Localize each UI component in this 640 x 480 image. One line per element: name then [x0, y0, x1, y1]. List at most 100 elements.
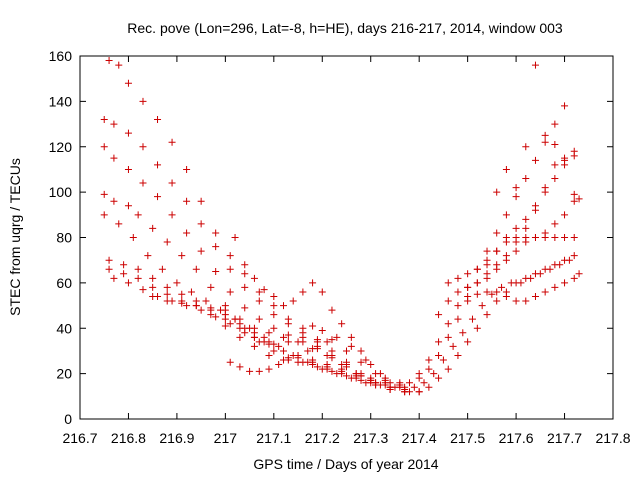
y-tick-label: 60	[56, 275, 72, 291]
data-point	[323, 365, 331, 373]
data-point	[493, 288, 501, 296]
data-point	[454, 315, 462, 323]
data-point	[338, 370, 346, 378]
data-point	[163, 238, 171, 246]
data-point	[541, 288, 549, 296]
data-point	[163, 283, 171, 291]
data-point	[405, 388, 413, 396]
data-point	[318, 288, 326, 296]
data-point	[502, 211, 510, 219]
data-point	[294, 358, 302, 366]
data-point	[241, 283, 249, 291]
data-point	[464, 292, 472, 300]
data-point	[105, 265, 113, 273]
data-point	[531, 234, 539, 241]
data-point	[280, 302, 288, 310]
data-point	[241, 304, 249, 312]
data-point	[241, 261, 249, 269]
data-point	[168, 211, 176, 219]
y-axis-label: STEC from uqrg / TECUs	[7, 158, 23, 316]
data-point	[294, 351, 302, 359]
data-point	[163, 290, 171, 298]
data-point	[512, 297, 520, 305]
data-point	[255, 367, 263, 375]
data-point	[212, 243, 220, 251]
data-point	[512, 193, 520, 201]
data-point	[527, 274, 535, 282]
data-point	[124, 165, 132, 173]
data-point	[163, 297, 171, 305]
data-point	[110, 120, 118, 128]
data-point	[493, 188, 501, 196]
data-point	[522, 215, 530, 223]
data-point	[124, 79, 132, 87]
data-point	[178, 252, 186, 260]
y-tick-label: 160	[49, 48, 73, 64]
x-tick-label: 217.8	[595, 430, 630, 446]
data-point	[328, 367, 336, 375]
data-point	[502, 292, 510, 300]
data-point	[343, 363, 350, 371]
data-point	[415, 388, 423, 396]
data-point	[139, 97, 147, 105]
data-point	[531, 61, 539, 69]
data-point	[536, 270, 544, 278]
data-point	[570, 274, 578, 282]
data-point	[343, 372, 350, 380]
y-tick-label: 140	[49, 93, 73, 109]
data-point	[493, 247, 501, 255]
data-point	[154, 116, 162, 124]
data-point	[212, 268, 220, 276]
data-point	[541, 138, 549, 146]
data-point	[357, 347, 365, 355]
data-point	[425, 383, 433, 391]
data-point	[313, 342, 321, 350]
data-point	[226, 265, 234, 273]
data-point	[280, 333, 288, 341]
data-point	[284, 356, 292, 364]
data-point	[265, 329, 273, 337]
data-point	[561, 234, 569, 241]
data-point	[570, 234, 578, 241]
data-point	[468, 315, 476, 323]
data-point	[531, 156, 539, 164]
data-point	[502, 238, 510, 246]
x-tick-label: 216.8	[111, 430, 146, 446]
data-point	[352, 374, 360, 382]
data-point	[255, 297, 263, 305]
data-point	[284, 331, 292, 339]
data-point	[241, 324, 249, 332]
data-point	[473, 290, 481, 298]
data-point	[110, 154, 118, 162]
data-point	[512, 184, 520, 192]
data-point	[226, 358, 234, 366]
data-point	[478, 302, 486, 310]
data-point	[270, 324, 278, 332]
data-point	[197, 197, 205, 205]
data-point	[221, 306, 229, 314]
data-point	[367, 379, 375, 387]
data-point	[313, 363, 321, 371]
data-point	[464, 270, 472, 278]
data-point	[401, 386, 409, 394]
data-point	[231, 234, 239, 241]
data-point	[294, 338, 302, 346]
data-point	[139, 143, 147, 151]
data-point	[270, 292, 278, 300]
data-point	[575, 195, 583, 203]
data-point	[425, 356, 433, 364]
data-point	[435, 351, 443, 359]
data-point	[551, 175, 559, 183]
data-point	[522, 234, 530, 241]
y-tick-label: 120	[49, 139, 73, 155]
data-point	[435, 338, 443, 346]
data-point	[115, 61, 123, 69]
data-point	[260, 286, 268, 294]
data-point	[183, 197, 191, 205]
y-tick-label: 80	[56, 230, 72, 246]
data-point	[100, 116, 108, 124]
data-point	[134, 274, 142, 282]
data-point	[347, 342, 355, 350]
data-point	[551, 120, 559, 128]
